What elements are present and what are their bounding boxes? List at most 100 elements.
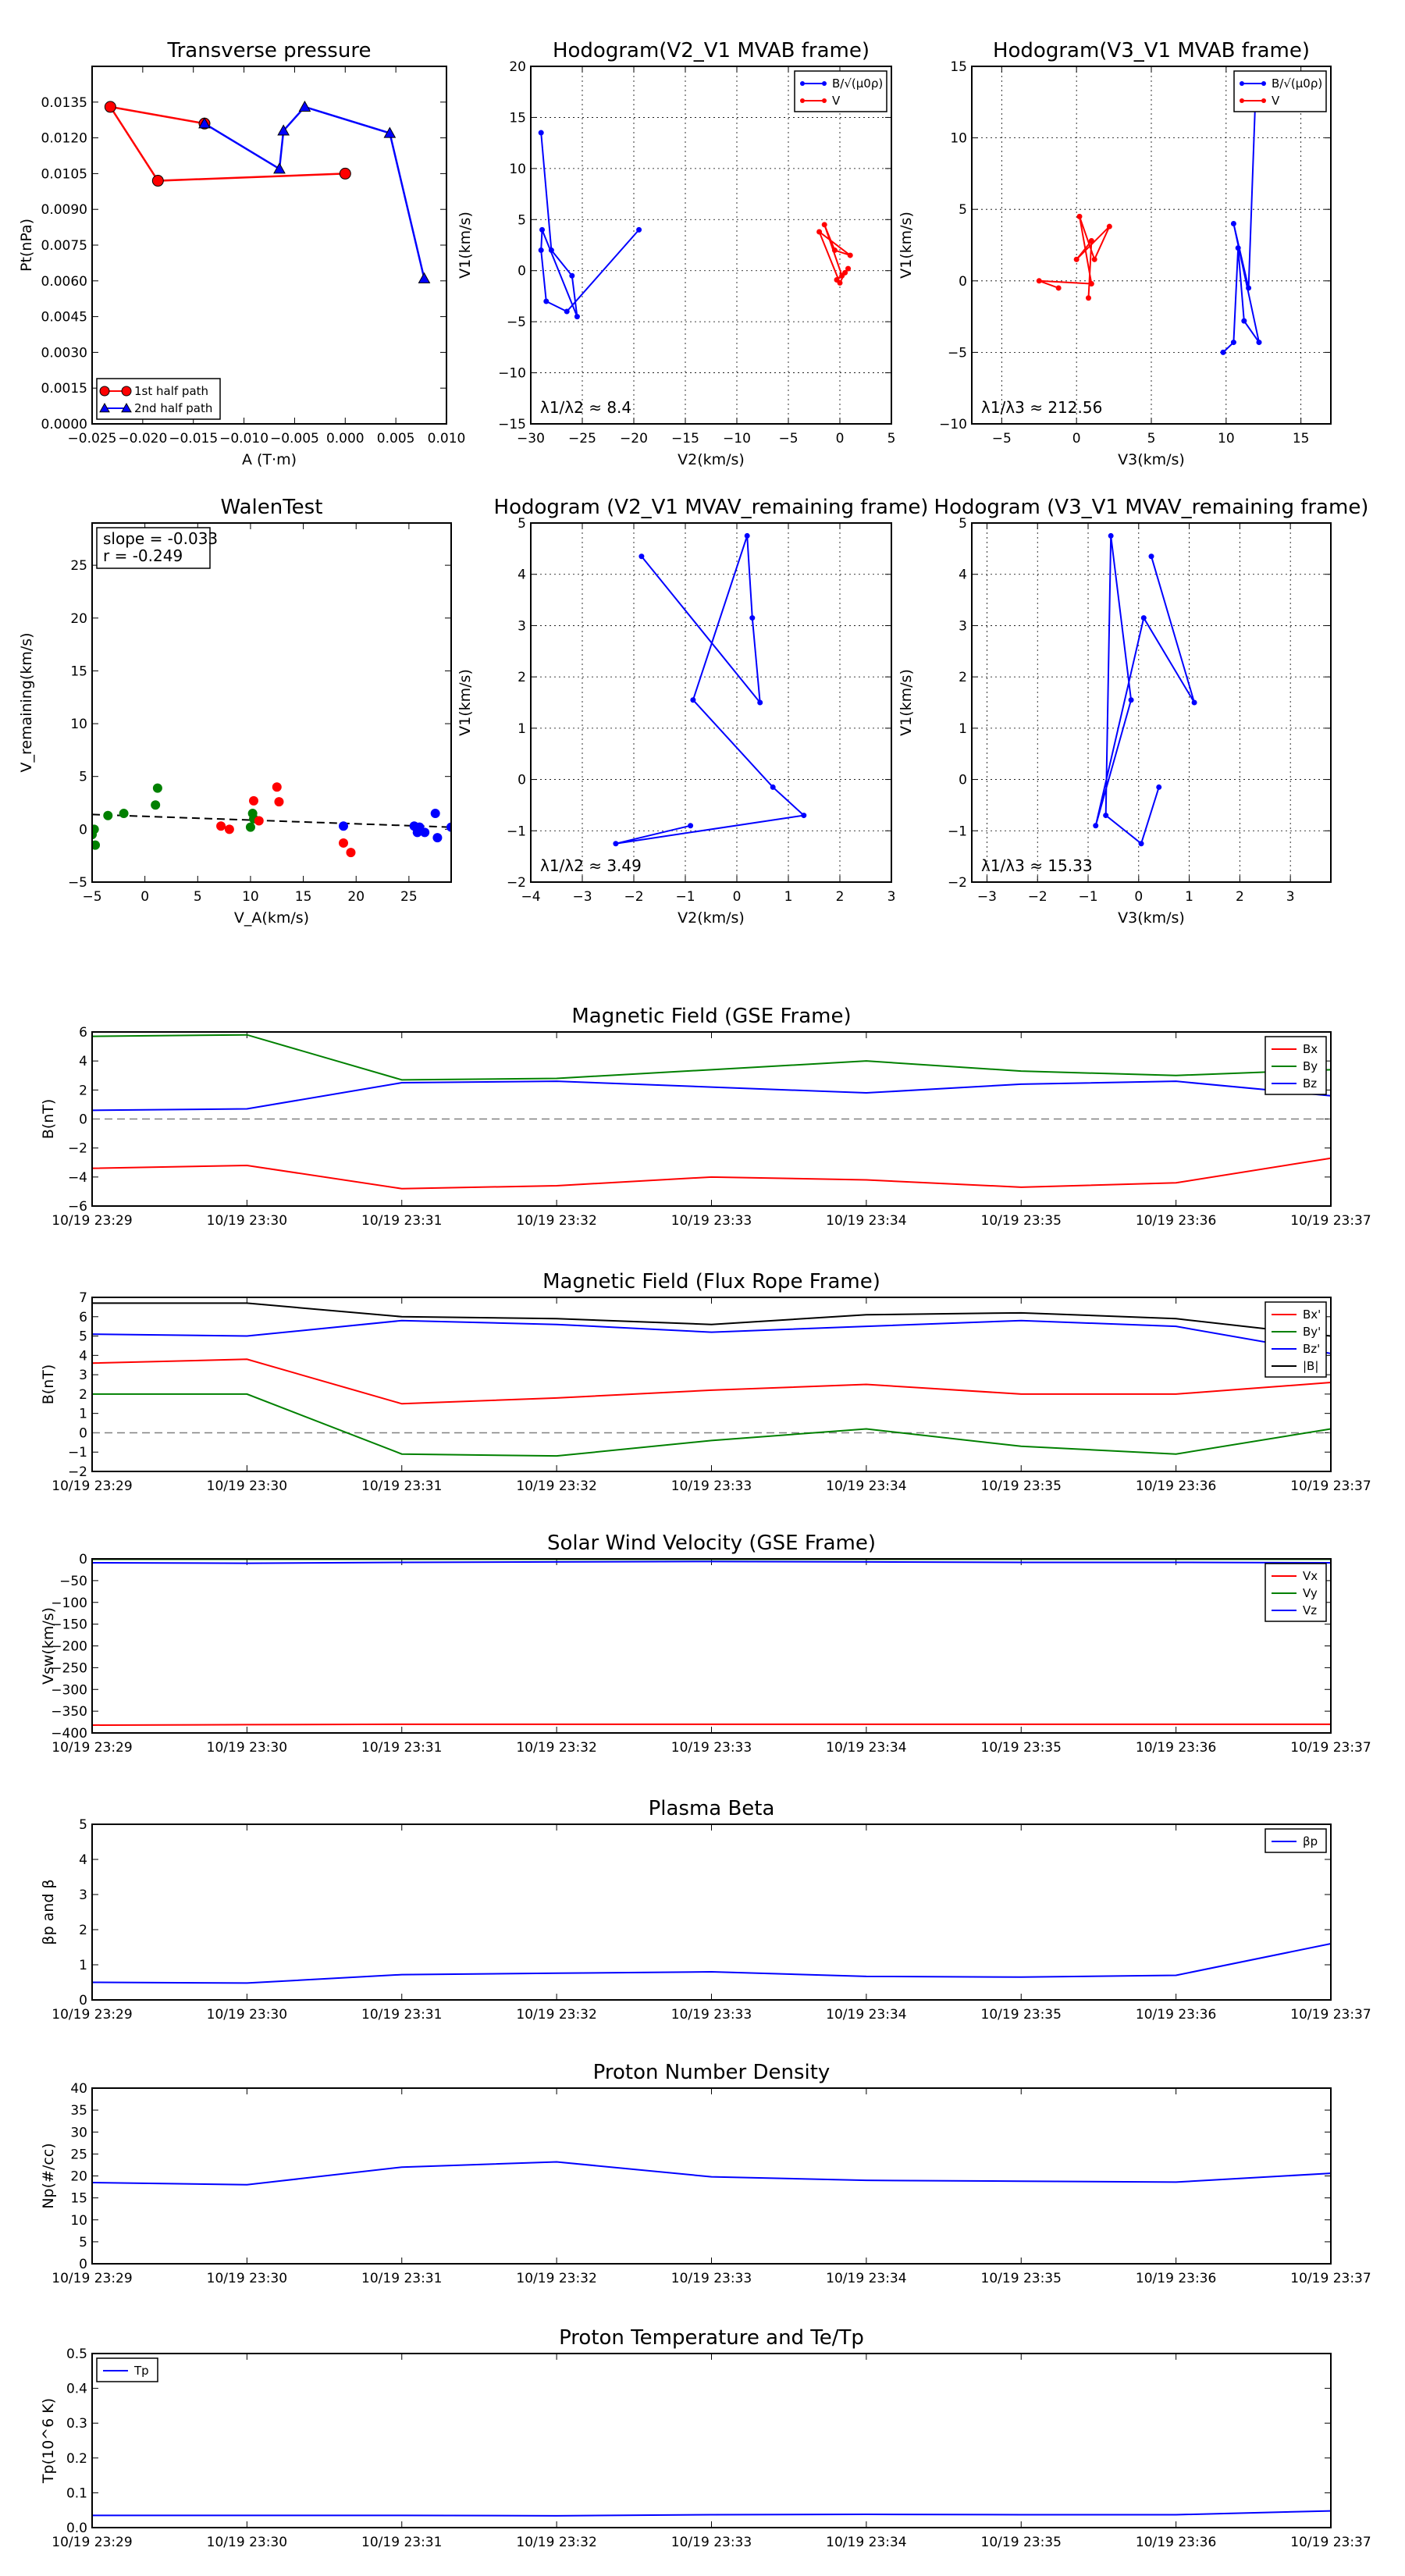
x-tick-label: 10/19 23:30 <box>207 1740 287 1756</box>
y-tick-label: −5 <box>68 875 87 891</box>
chart-title: Hodogram(V2_V1 MVAB frame) <box>553 39 870 62</box>
x-tick-label: 10/19 23:29 <box>52 2535 132 2550</box>
y-tick-label: 1 <box>79 1958 87 1973</box>
legend-label: Vz <box>1303 1603 1317 1617</box>
legend-label: βp <box>1303 1834 1318 1848</box>
data-point <box>298 100 311 112</box>
x-tick-label: −5 <box>992 431 1012 447</box>
x-tick-label: 0 <box>1072 431 1081 447</box>
data-point <box>339 838 348 848</box>
plot-area <box>92 1943 1331 1984</box>
data-point <box>831 247 838 254</box>
y-tick-label: 6 <box>79 1025 87 1041</box>
y-axis-label: βp and β <box>40 1879 57 1944</box>
x-tick-label: −30 <box>517 431 545 447</box>
series-line <box>1222 80 1260 354</box>
chart-hodo3: Hodogram (V2_V1 MVAV_remaining frame)−2−… <box>457 496 928 927</box>
y-tick-label: 0.0030 <box>41 345 87 361</box>
y-tick-label: −4 <box>68 1170 87 1186</box>
legend-label: Vy <box>1303 1586 1318 1600</box>
legend: Bx' By' Bz' |B| <box>1264 1301 1327 1378</box>
x-tick-label: 10/19 23:31 <box>361 1740 442 1756</box>
series-line <box>92 2161 1331 2186</box>
series-line <box>204 105 425 279</box>
x-tick-label: 10/19 23:34 <box>826 2007 906 2023</box>
y-tick-label: −150 <box>51 1617 87 1633</box>
x-tick-label: −5 <box>778 431 798 447</box>
series-line <box>1094 535 1196 845</box>
legend: Tp <box>96 2357 158 2382</box>
y-tick-label: 20 <box>70 611 87 627</box>
data-point <box>430 809 440 819</box>
x-tick-label: −10 <box>723 431 751 447</box>
legend-label: 1st half path <box>134 384 208 398</box>
axes-frame <box>530 66 892 425</box>
x-tick-label: −0.015 <box>169 431 218 447</box>
y-tick-label: 20 <box>70 2169 87 2185</box>
series-line <box>92 1358 1331 1405</box>
axes-frame <box>91 1823 1332 2001</box>
y-tick-label: 1 <box>518 721 526 737</box>
x-tick-label: 10/19 23:33 <box>671 2535 752 2550</box>
data-point <box>1086 295 1091 301</box>
legend-label: Tp <box>133 2364 149 2378</box>
y-tick-label: −10 <box>939 417 967 432</box>
axes-frame <box>91 2087 1332 2265</box>
y-tick-label: −2 <box>68 1464 87 1480</box>
y-tick-label: −2 <box>68 1141 87 1157</box>
series-line <box>540 132 640 317</box>
data-point <box>847 252 853 258</box>
legend-label: Bz <box>1303 1076 1317 1091</box>
legend: 1st half path 2nd half path <box>96 378 221 420</box>
x-tick-label: 10/19 23:35 <box>981 1478 1062 1494</box>
data-point <box>538 130 544 136</box>
y-axis-label: Pt(nPa) <box>18 219 35 272</box>
x-tick-label: 10/19 23:33 <box>671 2007 752 2023</box>
legend-label: Bx' <box>1303 1308 1321 1322</box>
chart-title: Hodogram (V3_V1 MVAV_remaining frame) <box>934 496 1369 519</box>
y-tick-label: 0.2 <box>66 2451 87 2467</box>
x-axis-label: A (T·m) <box>242 451 297 468</box>
y-tick-label: 2 <box>518 670 526 685</box>
axes-frame <box>91 66 447 425</box>
data-point <box>152 783 162 793</box>
x-tick-label: 10/19 23:33 <box>671 1740 752 1756</box>
x-axis-label: V3(km/s) <box>1118 451 1185 468</box>
x-tick-label: 10/19 23:31 <box>361 2535 442 2550</box>
data-point <box>816 229 823 235</box>
x-tick-label: 10/19 23:34 <box>826 1213 906 1229</box>
y-tick-label: 0.0000 <box>41 417 87 432</box>
data-point <box>574 314 580 320</box>
data-point <box>564 308 570 315</box>
x-axis-label: V_A(km/s) <box>234 909 309 927</box>
legend-label: By <box>1303 1059 1318 1073</box>
data-point <box>1156 784 1162 790</box>
data-point <box>277 124 290 136</box>
data-point <box>1230 340 1236 346</box>
x-tick-label: −0.005 <box>270 431 319 447</box>
data-point <box>1140 615 1147 621</box>
annotation: λ1/λ2 ≈ 3.49 <box>540 856 642 875</box>
x-tick-label: 10/19 23:33 <box>671 2271 752 2286</box>
y-tick-label: −6 <box>68 1199 87 1215</box>
y-tick-label: 25 <box>70 2147 87 2162</box>
x-tick-label: 10/19 23:31 <box>361 2007 442 2023</box>
y-tick-label: 2 <box>79 1083 87 1098</box>
x-tick-label: 1 <box>1185 889 1193 905</box>
y-tick-label: −50 <box>59 1574 87 1589</box>
y-axis-label: V1(km/s) <box>457 669 474 736</box>
x-tick-label: 0.010 <box>428 431 466 447</box>
plot-area <box>92 1302 1331 1457</box>
data-point <box>1246 285 1252 291</box>
x-tick-label: 10/19 23:37 <box>1290 2271 1371 2286</box>
x-tick-label: 5 <box>1147 431 1156 447</box>
annotation-line: r = -0.249 <box>103 546 183 565</box>
y-tick-label: 10 <box>70 2213 87 2229</box>
y-axis-label: Tp(10^6 K) <box>40 2398 57 2484</box>
data-point <box>420 827 430 838</box>
data-point <box>1235 245 1241 251</box>
data-point <box>757 699 763 706</box>
y-tick-label: 10 <box>70 717 87 732</box>
x-tick-label: −2 <box>1028 889 1048 905</box>
axes-frame <box>91 1297 1332 1472</box>
